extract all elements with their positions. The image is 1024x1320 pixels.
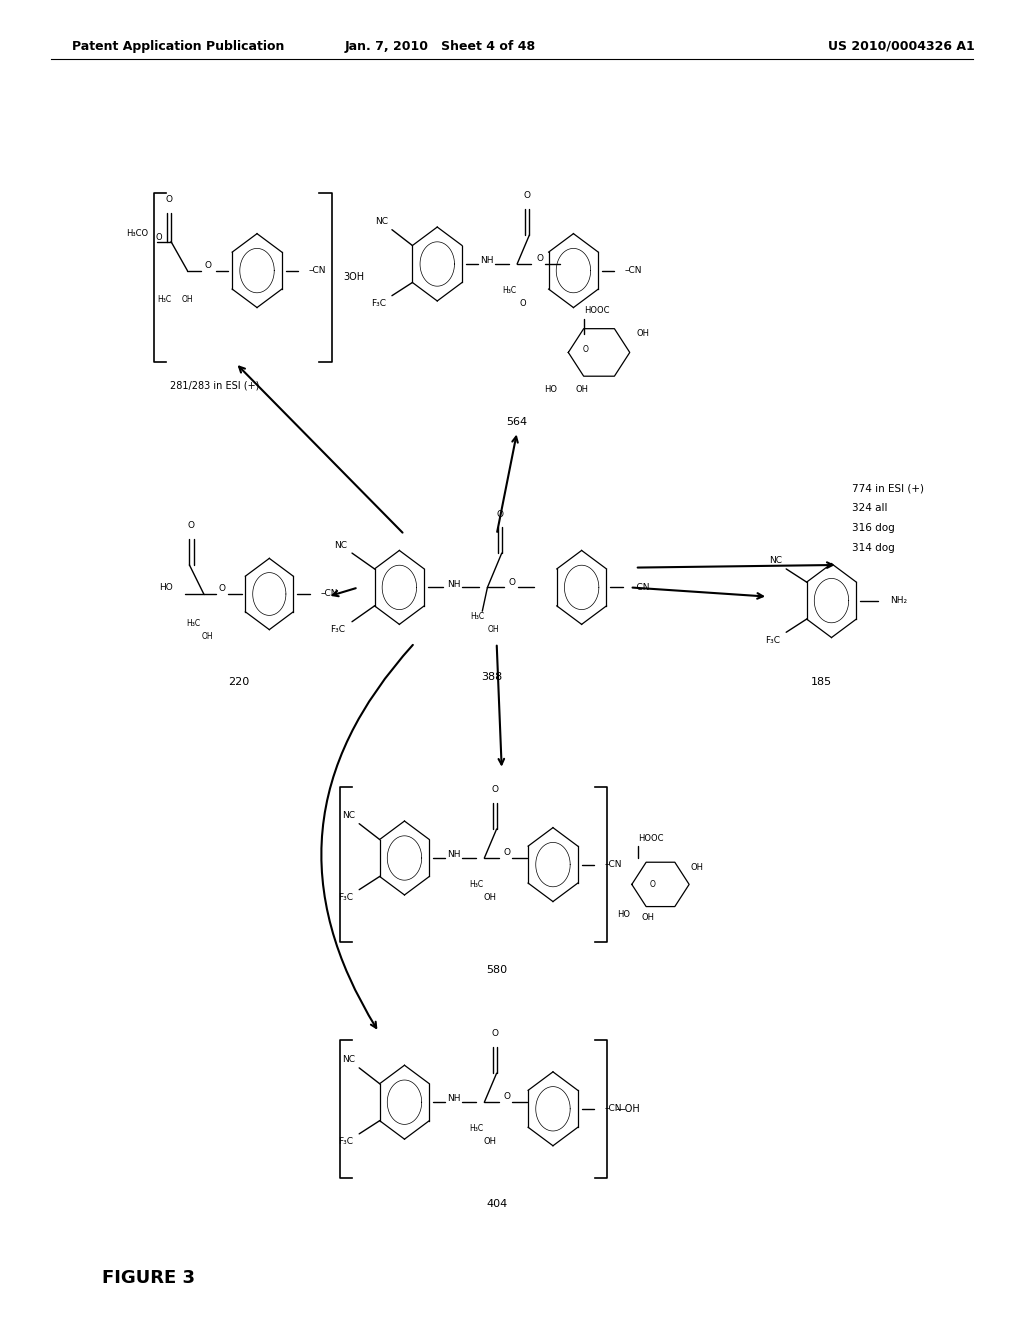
Text: OH: OH — [691, 863, 703, 871]
Text: O: O — [509, 578, 515, 586]
Text: O: O — [219, 585, 225, 593]
Text: H₃C: H₃C — [470, 612, 484, 620]
Text: OH: OH — [487, 626, 500, 634]
Text: OH: OH — [642, 913, 654, 921]
Text: 185: 185 — [811, 677, 831, 688]
Text: –CN: –CN — [604, 861, 622, 869]
Text: O: O — [504, 1093, 510, 1101]
Text: –CN: –CN — [604, 1105, 622, 1113]
Text: 564: 564 — [507, 417, 527, 428]
Text: 281/283 in ESI (+): 281/283 in ESI (+) — [170, 380, 260, 391]
Text: NC: NC — [375, 218, 388, 226]
Text: NH: NH — [446, 581, 461, 589]
Text: –CN: –CN — [308, 267, 326, 275]
Text: O: O — [649, 880, 655, 888]
Text: H₃C: H₃C — [502, 286, 516, 294]
Text: 220: 220 — [228, 677, 249, 688]
Text: F₃C: F₃C — [330, 626, 345, 634]
Text: HO: HO — [617, 911, 630, 919]
Text: HOOC: HOOC — [638, 834, 664, 842]
Text: OH: OH — [575, 385, 588, 393]
Text: O: O — [524, 191, 530, 199]
Text: 316 dog: 316 dog — [852, 523, 895, 533]
Text: F₃C: F₃C — [765, 636, 780, 644]
Text: O: O — [497, 511, 503, 519]
Text: O: O — [492, 1030, 498, 1038]
Text: O: O — [537, 255, 543, 263]
Text: F₃C: F₃C — [371, 300, 386, 308]
Text: 388: 388 — [481, 672, 502, 682]
Text: 580: 580 — [486, 965, 507, 975]
Text: H₃CO: H₃CO — [126, 230, 148, 238]
Text: H₃C: H₃C — [186, 619, 201, 627]
Text: HOOC: HOOC — [584, 306, 609, 314]
Text: OH: OH — [484, 894, 497, 902]
Text: O: O — [520, 300, 526, 308]
Text: O: O — [205, 261, 211, 269]
Text: NC: NC — [342, 812, 355, 820]
Text: FIGURE 3: FIGURE 3 — [102, 1269, 196, 1287]
Text: 324 all: 324 all — [852, 503, 888, 513]
Text: NC: NC — [342, 1056, 355, 1064]
Text: —OH: —OH — [615, 1104, 640, 1114]
Text: NH: NH — [446, 850, 461, 858]
Text: 314 dog: 314 dog — [852, 543, 895, 553]
Text: 774 in ESI (+): 774 in ESI (+) — [852, 483, 924, 494]
Text: O: O — [504, 849, 510, 857]
Text: H₃C: H₃C — [469, 1125, 483, 1133]
Text: NH: NH — [446, 1094, 461, 1102]
Text: OH: OH — [181, 296, 194, 304]
Text: OH: OH — [484, 1138, 497, 1146]
Text: NC: NC — [334, 541, 347, 549]
Text: O: O — [188, 521, 195, 529]
Text: O: O — [492, 785, 498, 793]
Text: 404: 404 — [486, 1199, 507, 1209]
Text: 3OH: 3OH — [344, 272, 365, 282]
Text: –CN: –CN — [633, 583, 650, 591]
Text: H₃C: H₃C — [157, 296, 171, 304]
Text: OH: OH — [202, 632, 214, 640]
Text: US 2010/0004326 A1: US 2010/0004326 A1 — [827, 40, 975, 53]
Text: NC: NC — [769, 557, 782, 565]
Text: O: O — [583, 346, 589, 354]
Text: O: O — [166, 195, 172, 203]
Text: NH: NH — [479, 256, 494, 264]
Text: Jan. 7, 2010   Sheet 4 of 48: Jan. 7, 2010 Sheet 4 of 48 — [345, 40, 536, 53]
Text: F₃C: F₃C — [338, 1138, 353, 1146]
Text: –CN: –CN — [625, 267, 642, 275]
Text: O: O — [156, 234, 162, 242]
Text: –CN: –CN — [321, 590, 338, 598]
Text: NH₂: NH₂ — [890, 597, 907, 605]
Text: OH: OH — [637, 330, 649, 338]
Text: HO: HO — [160, 583, 173, 591]
Text: F₃C: F₃C — [338, 894, 353, 902]
Text: Patent Application Publication: Patent Application Publication — [72, 40, 284, 53]
Text: H₃C: H₃C — [469, 880, 483, 888]
Text: HO: HO — [545, 385, 557, 393]
